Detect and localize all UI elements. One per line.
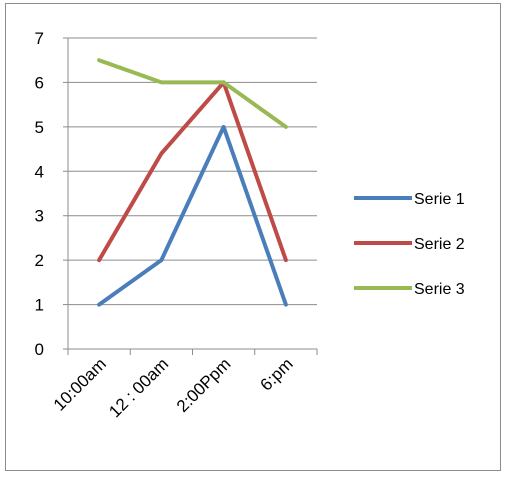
y-tick-label: 7 (35, 29, 44, 48)
axes (63, 37, 318, 355)
legend-label-2: Serie 2 (414, 236, 465, 253)
x-tick-label: 6:pm (257, 354, 297, 394)
legend-label-1: Serie 1 (414, 191, 465, 208)
x-tick-label: 10:00am (50, 354, 110, 414)
x-tick-label: 2:00Ppm (173, 354, 235, 416)
y-tick-labels: 0 1 2 3 4 5 6 7 (35, 29, 44, 359)
x-tick-label: 12 : 00am (105, 354, 172, 421)
y-tick-label: 1 (35, 296, 44, 315)
series-line-1 (97, 124, 288, 307)
y-tick-label: 0 (35, 340, 44, 359)
y-tick-label: 6 (35, 73, 44, 92)
y-tick-label: 3 (35, 207, 44, 226)
series-line-3 (97, 58, 288, 129)
y-tick-label: 2 (35, 251, 44, 270)
legend: Serie 1 Serie 2 Serie 3 (354, 191, 465, 298)
chart-frame (5, 3, 501, 471)
series-line-2 (97, 80, 288, 263)
y-tick-label: 5 (35, 118, 44, 137)
y-tick-label: 4 (35, 162, 44, 181)
legend-label-3: Serie 3 (414, 281, 465, 298)
series-lines (97, 58, 288, 307)
gridlines (68, 37, 317, 306)
